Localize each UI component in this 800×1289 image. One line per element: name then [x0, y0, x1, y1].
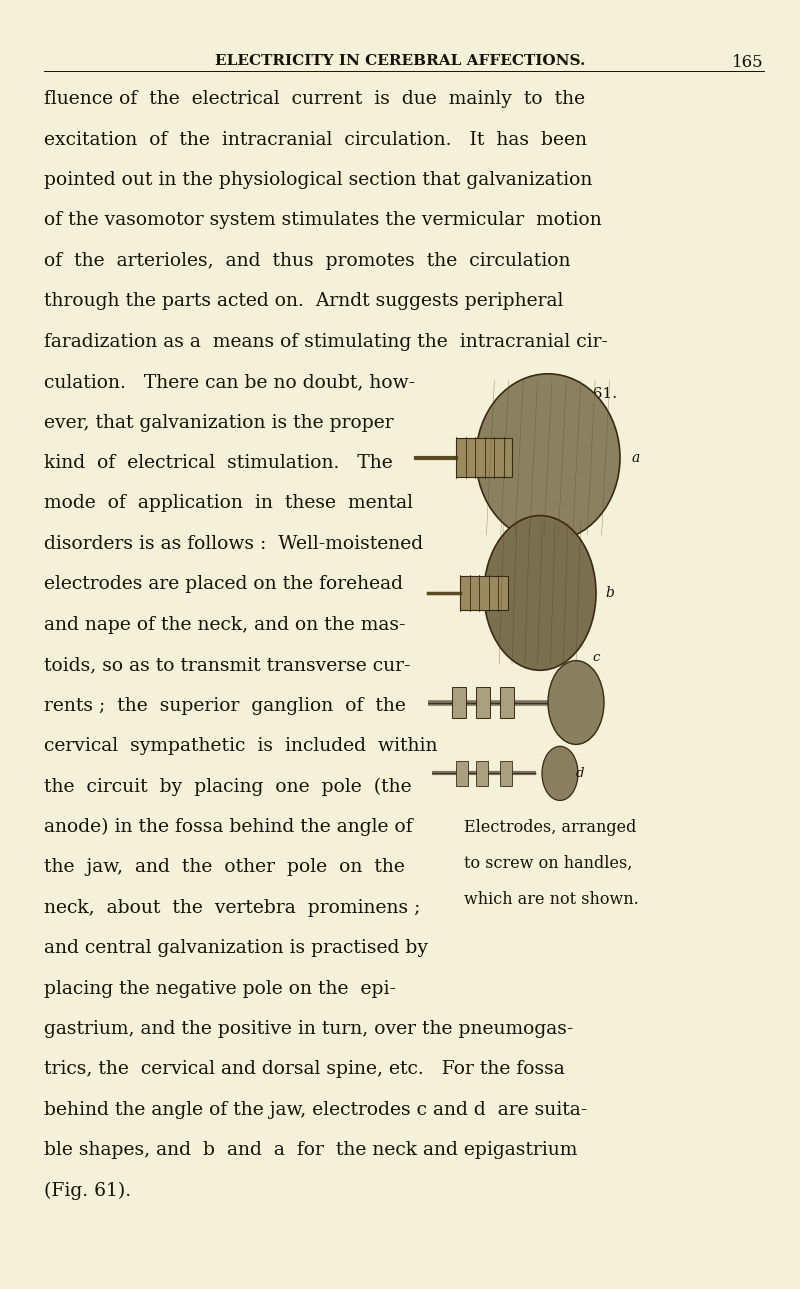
Text: 165: 165 [732, 54, 764, 71]
Text: d: d [576, 767, 585, 780]
Text: mode  of  application  in  these  mental: mode of application in these mental [44, 495, 413, 513]
Text: Fig. 61.: Fig. 61. [558, 387, 618, 401]
Ellipse shape [484, 516, 596, 670]
Text: excitation  of  the  intracranial  circulation.   It  has  been: excitation of the intracranial circulati… [44, 130, 587, 148]
Ellipse shape [542, 746, 578, 800]
Text: c: c [592, 651, 599, 664]
Text: disorders is as follows :  Well-moistened: disorders is as follows : Well-moistened [44, 535, 423, 553]
Text: toids, so as to transmit transverse cur-: toids, so as to transmit transverse cur- [44, 656, 410, 674]
Text: ever, that galvanization is the proper: ever, that galvanization is the proper [44, 414, 394, 432]
Text: and central galvanization is practised by: and central galvanization is practised b… [44, 940, 428, 958]
Text: (Fig. 61).: (Fig. 61). [44, 1182, 131, 1200]
Bar [456, 761, 468, 786]
Text: gastrium, and the positive in turn, over the pneumogas-: gastrium, and the positive in turn, over… [44, 1020, 574, 1038]
Text: b: b [606, 586, 614, 599]
Text: ELECTRICITY IN CEREBRAL AFFECTIONS.: ELECTRICITY IN CEREBRAL AFFECTIONS. [215, 54, 585, 68]
Bar [500, 761, 512, 786]
Text: cervical  sympathetic  is  included  within: cervical sympathetic is included within [44, 737, 438, 755]
Text: and nape of the neck, and on the mas-: and nape of the neck, and on the mas- [44, 616, 406, 634]
Text: through the parts acted on.  Arndt suggests peripheral: through the parts acted on. Arndt sugges… [44, 293, 563, 311]
Text: a: a [632, 451, 640, 464]
Bar [476, 687, 490, 718]
Bar [476, 761, 488, 786]
Text: electrodes are placed on the forehead: electrodes are placed on the forehead [44, 575, 403, 593]
Text: anode) in the fossa behind the angle of: anode) in the fossa behind the angle of [44, 817, 413, 837]
Text: kind  of  electrical  stimulation.   The: kind of electrical stimulation. The [44, 454, 393, 472]
Bar [456, 438, 512, 477]
Text: neck,  about  the  vertebra  prominens ;: neck, about the vertebra prominens ; [44, 898, 420, 916]
Text: trics, the  cervical and dorsal spine, etc.   For the fossa: trics, the cervical and dorsal spine, et… [44, 1061, 565, 1079]
Text: of  the  arterioles,  and  thus  promotes  the  circulation: of the arterioles, and thus promotes the… [44, 251, 570, 269]
Ellipse shape [476, 374, 620, 541]
Text: of the vasomotor system stimulates the vermicular  motion: of the vasomotor system stimulates the v… [44, 211, 602, 229]
Ellipse shape [548, 660, 604, 745]
Bar [500, 687, 514, 718]
Text: behind the angle of the jaw, electrodes c and d  are suita-: behind the angle of the jaw, electrodes … [44, 1101, 587, 1119]
Text: pointed out in the physiological section that galvanization: pointed out in the physiological section… [44, 171, 592, 189]
Text: placing the negative pole on the  epi-: placing the negative pole on the epi- [44, 980, 396, 998]
Bar [452, 687, 466, 718]
Text: ble shapes, and  b  and  a  for  the neck and epigastrium: ble shapes, and b and a for the neck and… [44, 1141, 578, 1159]
Bar [460, 576, 508, 610]
Text: fluence of  the  electrical  current  is  due  mainly  to  the: fluence of the electrical current is due… [44, 90, 585, 108]
Text: to screw on handles,: to screw on handles, [464, 855, 632, 871]
Text: faradization as a  means of stimulating the  intracranial cir-: faradization as a means of stimulating t… [44, 333, 608, 351]
Text: rents ;  the  superior  ganglion  of  the: rents ; the superior ganglion of the [44, 696, 406, 714]
Text: the  circuit  by  placing  one  pole  (the: the circuit by placing one pole (the [44, 777, 412, 795]
Text: which are not shown.: which are not shown. [464, 891, 638, 907]
Text: culation.   There can be no doubt, how-: culation. There can be no doubt, how- [44, 374, 415, 391]
Text: the  jaw,  and  the  other  pole  on  the: the jaw, and the other pole on the [44, 858, 405, 877]
Text: Electrodes, arranged: Electrodes, arranged [464, 819, 636, 835]
